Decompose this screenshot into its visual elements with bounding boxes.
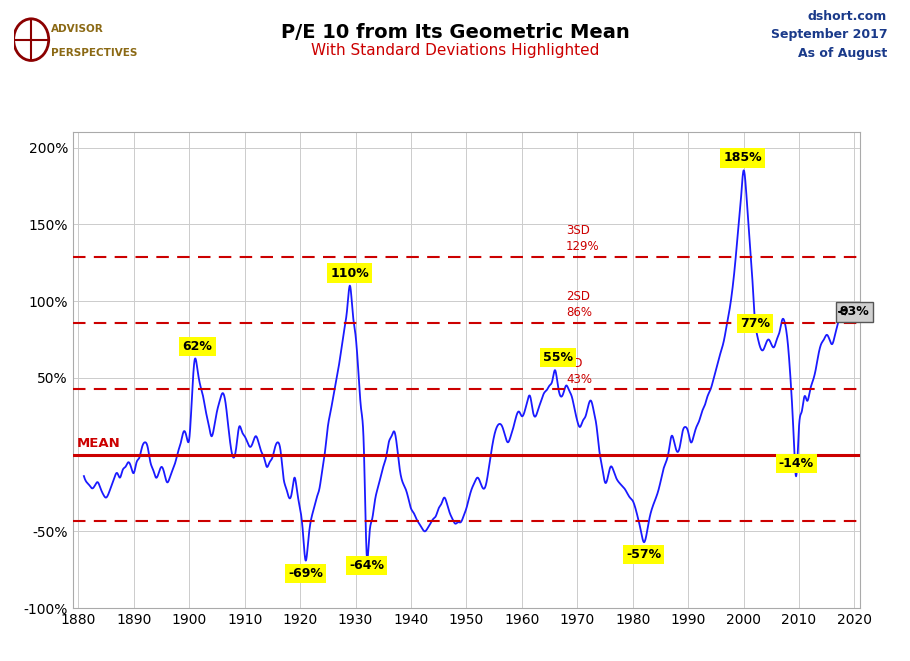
Text: ADVISOR: ADVISOR (51, 24, 104, 34)
Text: 62%: 62% (183, 340, 212, 353)
Text: With Standard Deviations Highlighted: With Standard Deviations Highlighted (311, 43, 599, 58)
Text: 2SD
86%: 2SD 86% (566, 290, 592, 319)
Text: -64%: -64% (349, 559, 384, 572)
Text: PERSPECTIVES: PERSPECTIVES (51, 48, 137, 58)
Text: -14%: -14% (779, 457, 814, 470)
Text: 77%: 77% (740, 317, 770, 330)
Text: SD
43%: SD 43% (566, 356, 592, 385)
Text: -57%: -57% (626, 548, 662, 561)
Text: 93%: 93% (839, 305, 869, 319)
Text: As of August: As of August (798, 47, 887, 60)
Text: -69%: -69% (288, 566, 323, 580)
Text: MEAN: MEAN (77, 437, 121, 450)
Text: dshort.com: dshort.com (808, 10, 887, 23)
Text: 3SD
129%: 3SD 129% (566, 225, 600, 253)
Text: 55%: 55% (543, 351, 572, 364)
Text: September 2017: September 2017 (771, 28, 887, 42)
Text: P/E 10 from Its Geometric Mean: P/E 10 from Its Geometric Mean (280, 23, 630, 42)
Text: 185%: 185% (723, 151, 762, 165)
Text: 110%: 110% (330, 266, 369, 280)
